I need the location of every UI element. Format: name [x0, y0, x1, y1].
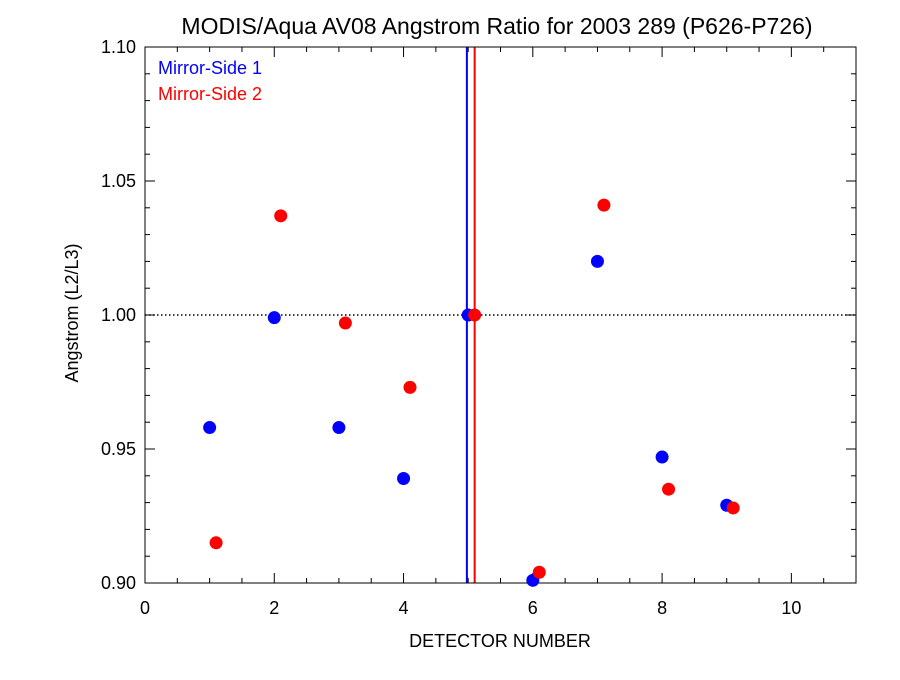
data-point: [655, 450, 669, 464]
legend: Mirror-Side 1 Mirror-Side 2: [158, 58, 262, 104]
y-tick-label: 1.10: [101, 37, 136, 57]
legend-entry-1: Mirror-Side 1: [158, 58, 262, 78]
data-point: [590, 254, 604, 268]
data-point: [332, 421, 346, 435]
y-tick-label: 1.05: [101, 171, 136, 191]
y-axis-label: Angstrom (L2/L3): [62, 243, 82, 382]
series-1: [203, 254, 734, 587]
x-tick-label: 10: [781, 598, 801, 618]
x-tick-label: 6: [528, 598, 538, 618]
axes: [144, 46, 857, 584]
y-tick-label: 1.00: [101, 305, 136, 325]
y-tick-label: 0.95: [101, 439, 136, 459]
x-tick-label: 2: [269, 598, 279, 618]
data-point: [338, 316, 352, 330]
x-axis-label: DETECTOR NUMBER: [409, 631, 591, 651]
chart-title: MODIS/Aqua AV08 Angstrom Ratio for 2003 …: [181, 13, 812, 39]
y-tick-label: 0.90: [101, 573, 136, 593]
data-point: [726, 501, 740, 515]
data-point: [468, 308, 482, 322]
data-point: [597, 198, 611, 212]
tick-labels: 0 2 4 6 8 10 0.90 0.95 1.00 1.05 1.10: [101, 37, 801, 618]
data-point: [267, 311, 281, 325]
data-point: [274, 209, 288, 223]
data-point: [203, 421, 217, 435]
data-point: [532, 565, 546, 579]
reference-lines: [145, 47, 856, 583]
data-points: [203, 198, 740, 587]
x-tick-label: 4: [399, 598, 409, 618]
data-point: [662, 482, 676, 496]
x-tick-label: 0: [140, 598, 150, 618]
data-point: [209, 536, 223, 550]
legend-entry-2: Mirror-Side 2: [158, 84, 262, 104]
data-point: [403, 380, 417, 394]
data-point: [397, 471, 411, 485]
series-2: [209, 198, 740, 579]
x-tick-label: 8: [657, 598, 667, 618]
